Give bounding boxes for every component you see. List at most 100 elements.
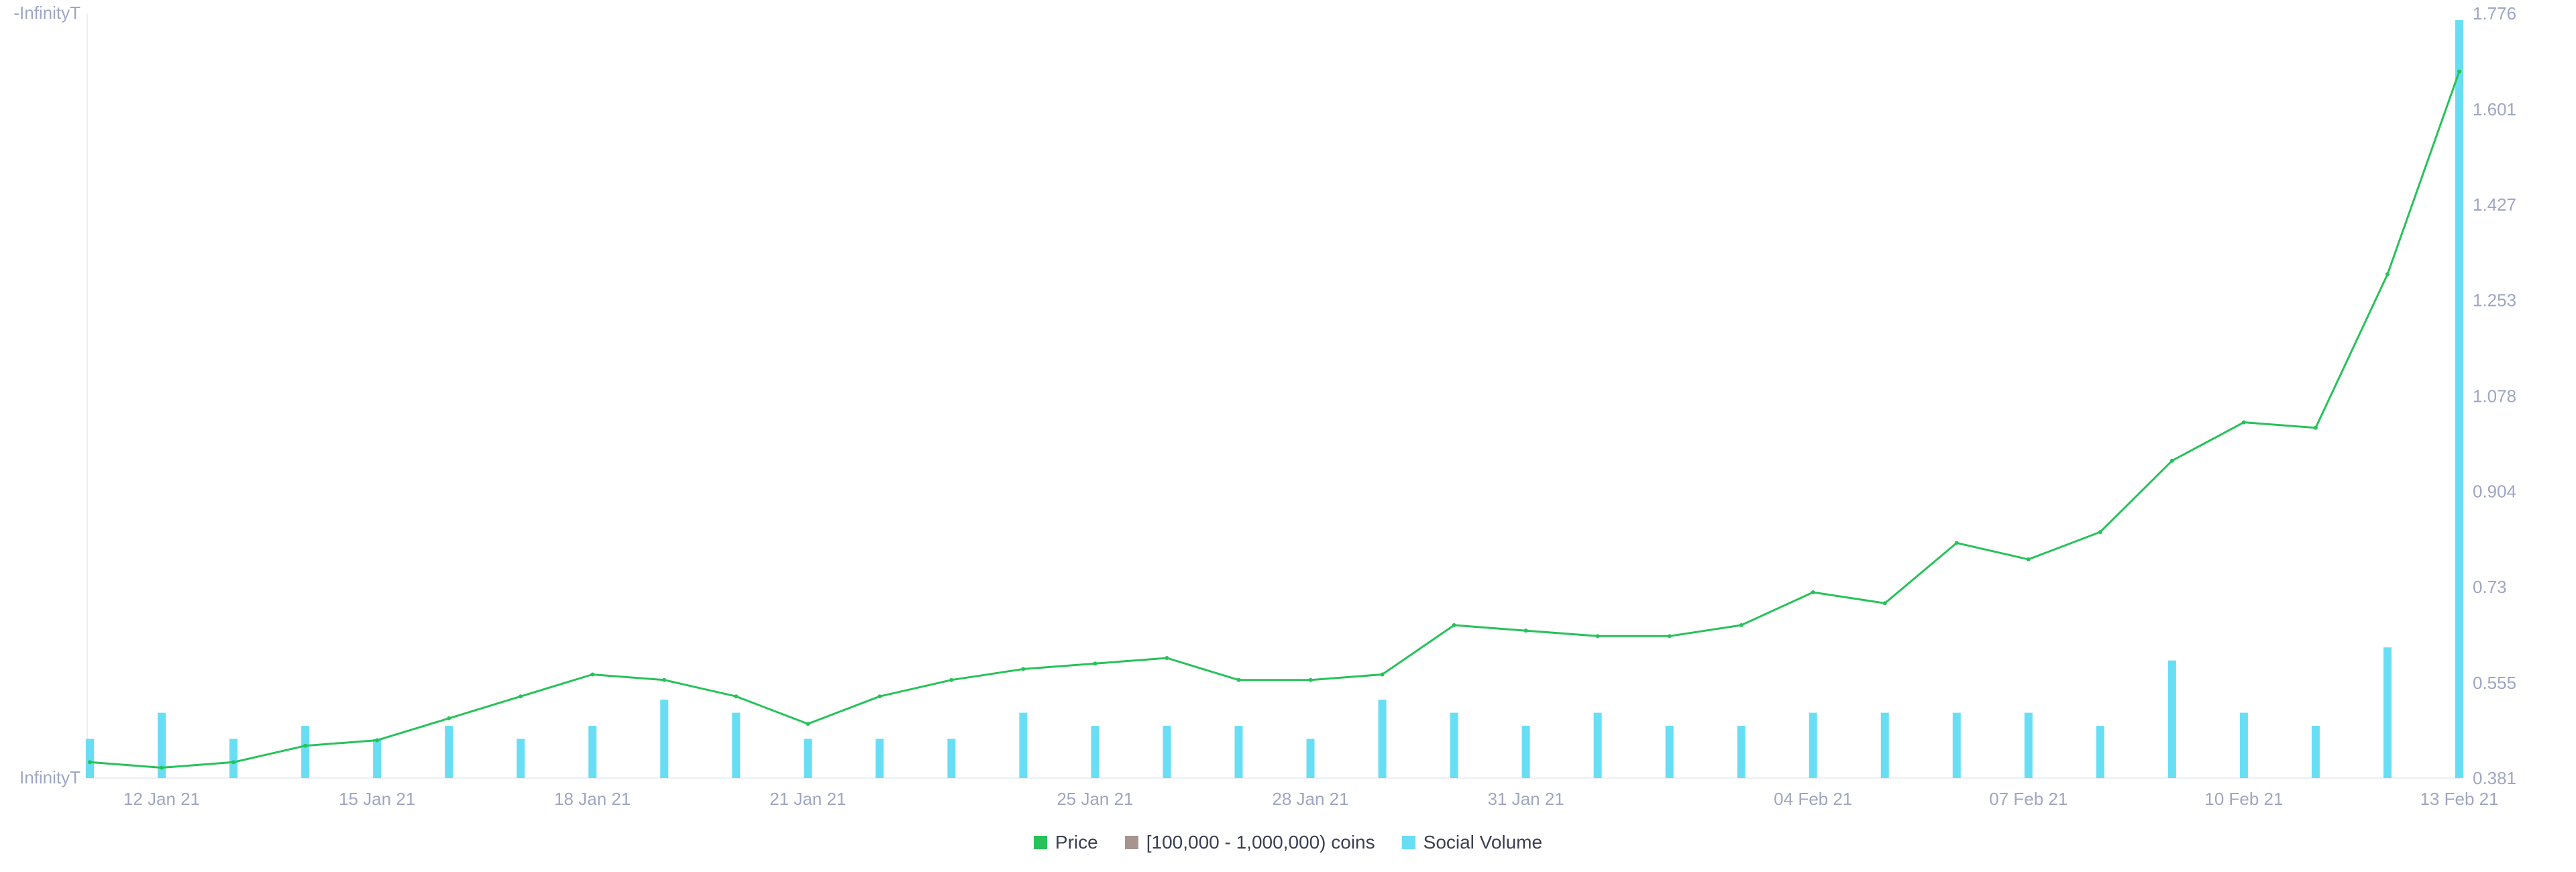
price-layer bbox=[88, 69, 2461, 770]
legend-item-price[interactable]: Price bbox=[1033, 832, 1098, 853]
right-tick-label: 0.73 bbox=[2473, 577, 2507, 597]
price-point bbox=[2098, 530, 2102, 535]
right-tick-label: 1.427 bbox=[2473, 195, 2516, 215]
price-point bbox=[1380, 672, 1385, 677]
social-volume-bar bbox=[875, 739, 884, 778]
social-volume-bar bbox=[2455, 20, 2463, 778]
right-tick-label: 1.776 bbox=[2473, 3, 2516, 23]
legend-item-coins[interactable]: [100,000 - 1,000,000) coins bbox=[1124, 832, 1375, 853]
social-volume-bar bbox=[1306, 739, 1315, 778]
price-point bbox=[662, 677, 667, 682]
social-volume-bar bbox=[2167, 660, 2176, 778]
right-tick-label: 0.904 bbox=[2473, 482, 2516, 502]
x-tick-label: 04 Feb 21 bbox=[1774, 789, 1852, 809]
price-point bbox=[1093, 661, 1097, 666]
legend-label-social-volume: Social Volume bbox=[1423, 832, 1543, 853]
price-point bbox=[1882, 601, 1887, 606]
social-volume-bar bbox=[1665, 726, 1674, 778]
price-point bbox=[1308, 677, 1313, 682]
social-volume-bar bbox=[373, 739, 382, 778]
price-point bbox=[1595, 634, 1600, 639]
price-point bbox=[519, 694, 523, 699]
legend-item-social-volume[interactable]: Social Volume bbox=[1401, 832, 1543, 853]
price-point bbox=[1236, 677, 1241, 682]
x-axis-ticks: 12 Jan 21 15 Jan 21 18 Jan 21 21 Jan 21 25 J… bbox=[123, 789, 2499, 809]
price-line bbox=[89, 71, 2461, 769]
left-axis-bottom-label: InfinityT bbox=[19, 767, 80, 787]
price-point bbox=[1021, 667, 1026, 671]
right-axis-ticks: 1.776 1.601 1.427 1.253 1.078 0.904 0.73 0.555 0… bbox=[2473, 3, 2516, 788]
social-volume-bar bbox=[2239, 712, 2248, 778]
x-tick-label: 21 Jan 21 bbox=[769, 789, 846, 809]
legend-swatch-social-volume bbox=[1401, 836, 1415, 849]
social-volume-bar bbox=[2096, 726, 2104, 778]
price-point bbox=[88, 760, 92, 765]
price-point bbox=[2026, 557, 2031, 561]
x-tick-label: 25 Jan 21 bbox=[1057, 789, 1133, 809]
price-point bbox=[877, 694, 882, 699]
legend-swatch-coins bbox=[1124, 836, 1138, 849]
x-tick-label: 28 Jan 21 bbox=[1272, 789, 1348, 809]
right-tick-label: 1.253 bbox=[2473, 290, 2516, 310]
price-point bbox=[2313, 425, 2318, 430]
price-point bbox=[1811, 590, 1815, 594]
legend-label-coins: [100,000 - 1,000,000) coins bbox=[1146, 832, 1375, 853]
price-point bbox=[806, 722, 810, 726]
price-point bbox=[1739, 623, 1743, 627]
right-tick-label: 0.381 bbox=[2473, 768, 2516, 788]
x-tick-label: 07 Feb 21 bbox=[1989, 789, 2068, 809]
price-point bbox=[1452, 623, 1456, 627]
social-volume-bar bbox=[1019, 712, 1028, 778]
social-volume-bar bbox=[1450, 712, 1458, 778]
legend-label-price: Price bbox=[1055, 832, 1098, 853]
price-point bbox=[1954, 541, 1959, 545]
social-volume-bar bbox=[1880, 712, 1889, 778]
social-volume-bar bbox=[158, 712, 166, 778]
price-point bbox=[1523, 629, 1528, 633]
social-volume-bar bbox=[1737, 726, 1746, 778]
social-volume-bar bbox=[86, 739, 94, 778]
social-volume-bar bbox=[1091, 726, 1099, 778]
price-point bbox=[590, 672, 595, 677]
social-volume-bar bbox=[947, 739, 956, 778]
social-volume-bar bbox=[1952, 712, 1961, 778]
right-tick-label: 0.555 bbox=[2473, 673, 2516, 693]
social-volume-bar bbox=[1234, 726, 1243, 778]
price-point bbox=[2169, 458, 2174, 463]
price-point bbox=[1165, 656, 1169, 661]
x-tick-label: 18 Jan 21 bbox=[554, 789, 631, 809]
social-volume-bar bbox=[1593, 712, 1602, 778]
x-tick-label: 15 Jan 21 bbox=[339, 789, 415, 809]
left-axis-top-label: -InfinityT bbox=[13, 3, 80, 23]
price-point bbox=[2385, 272, 2390, 276]
x-tick-label: 10 Feb 21 bbox=[2204, 789, 2283, 809]
price-point bbox=[303, 743, 308, 748]
social-volume-bar bbox=[660, 700, 669, 778]
price-point bbox=[2241, 420, 2246, 425]
social-volume-bar bbox=[2383, 647, 2392, 778]
x-tick-label: 12 Jan 21 bbox=[123, 789, 200, 809]
social-volume-bar bbox=[1378, 700, 1387, 778]
social-volume-bar bbox=[1521, 726, 1530, 778]
social-volume-bar bbox=[2311, 726, 2320, 778]
price-point bbox=[949, 677, 954, 682]
price-point bbox=[2457, 69, 2461, 74]
social-volume-bar bbox=[301, 726, 310, 778]
right-tick-label: 1.078 bbox=[2473, 386, 2516, 406]
price-point bbox=[375, 738, 380, 743]
social-volume-bar bbox=[1809, 712, 1817, 778]
x-tick-label: 13 Feb 21 bbox=[2420, 789, 2498, 809]
social-volume-bar bbox=[445, 726, 453, 778]
social-volume-bar bbox=[229, 739, 238, 778]
social-volume-bar bbox=[1163, 726, 1171, 778]
price-point bbox=[1667, 634, 1672, 639]
x-tick-label: 31 Jan 21 bbox=[1487, 789, 1564, 809]
right-tick-label: 1.601 bbox=[2473, 99, 2516, 119]
social-volume-bar bbox=[804, 739, 812, 778]
social-volume-bar bbox=[588, 726, 597, 778]
social-volume-bars bbox=[86, 20, 2463, 778]
social-volume-bar bbox=[2024, 712, 2033, 778]
price-point bbox=[160, 765, 164, 770]
social-volume-bar bbox=[517, 739, 525, 778]
